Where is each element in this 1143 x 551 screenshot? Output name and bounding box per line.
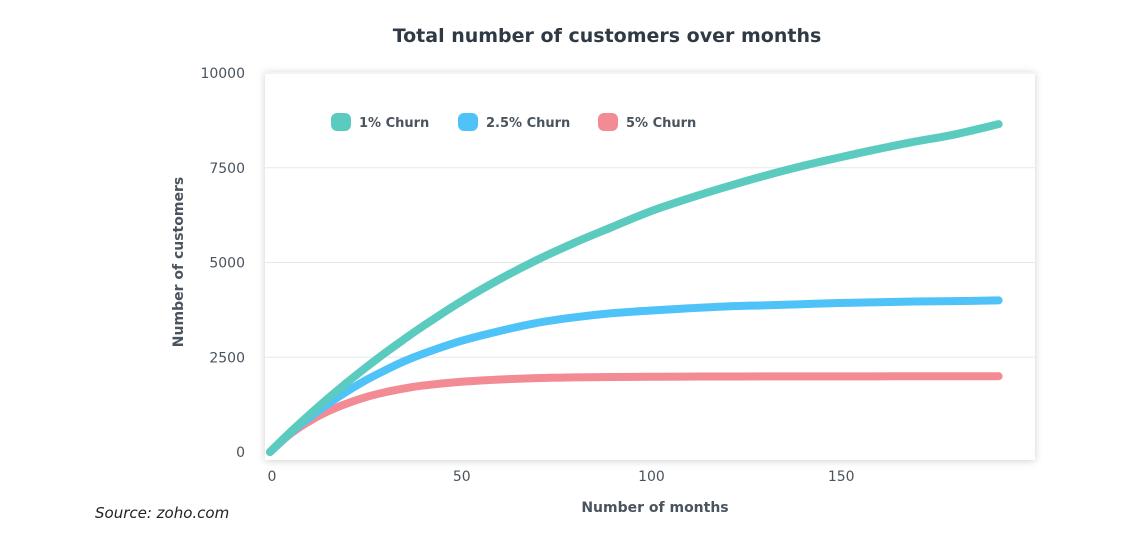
x-axis-label: Number of months: [581, 500, 728, 516]
y-tick-label: 5000: [209, 256, 245, 272]
series-lines: [266, 120, 1003, 456]
chart-title: Total number of customers over months: [393, 25, 822, 47]
y-tick-label: 10000: [200, 66, 245, 82]
plot-panel: [265, 72, 1035, 460]
series-line-0: [266, 120, 1003, 456]
gridlines: [265, 72, 1035, 358]
source-note: Source: zoho.com: [95, 504, 229, 522]
y-tick-label: 0: [236, 445, 245, 461]
legend-swatch: [331, 113, 351, 131]
legend: 1% Churn 2.5% Churn 5% Churn: [331, 113, 696, 131]
x-tick-label: 100: [638, 469, 665, 485]
legend-label: 5% Churn: [626, 116, 696, 131]
legend-swatch: [458, 113, 478, 131]
series-line-2: [266, 372, 1003, 456]
legend-label: 2.5% Churn: [486, 116, 570, 131]
x-tick-label: 50: [453, 469, 471, 485]
legend-label: 1% Churn: [359, 116, 429, 131]
series-line-1: [266, 296, 1003, 456]
y-axis-label: Number of customers: [171, 177, 187, 347]
tick-labels: 0 2500 5000 7500 10000 0 50 100 150: [200, 66, 854, 485]
x-tick-label: 0: [268, 469, 277, 485]
y-tick-label: 2500: [209, 350, 245, 366]
legend-swatch: [598, 113, 618, 131]
x-tick-label: 150: [828, 469, 855, 485]
y-tick-label: 7500: [209, 161, 245, 177]
